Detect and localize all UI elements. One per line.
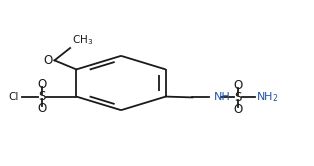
Text: CH$_3$: CH$_3$	[72, 33, 93, 47]
Text: Cl: Cl	[8, 92, 19, 102]
Text: O: O	[37, 102, 46, 115]
Text: O: O	[233, 103, 242, 116]
Text: S: S	[38, 90, 46, 103]
Text: O: O	[37, 78, 46, 91]
Text: NH: NH	[214, 92, 231, 102]
Text: O: O	[44, 54, 53, 67]
Text: S: S	[234, 91, 241, 104]
Text: O: O	[233, 79, 242, 92]
Text: NH$_2$: NH$_2$	[256, 90, 279, 104]
